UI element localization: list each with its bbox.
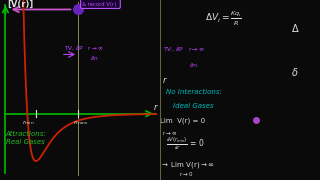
Text: r: r — [154, 103, 157, 112]
Text: TV, $\partial$P   r$\rightarrow\infty$: TV, $\partial$P r$\rightarrow\infty$ — [64, 44, 103, 52]
Text: move atom 1
toward atom2
& record V(r): move atom 1 toward atom2 & record V(r) — [82, 0, 119, 7]
Text: Attractions:
Real Gases: Attractions: Real Gases — [5, 131, 46, 145]
Text: $\frac{\partial V(r_{min})}{\partial r}$ = 0: $\frac{\partial V(r_{min})}{\partial r}$… — [166, 135, 205, 152]
Text: TV, $\partial$P   r$\rightarrow\infty$: TV, $\partial$P r$\rightarrow\infty$ — [163, 44, 205, 53]
Text: r$\rightarrow\infty$: r$\rightarrow\infty$ — [162, 129, 177, 137]
Text: Ideal Gases: Ideal Gases — [173, 103, 213, 109]
Text: $r_{trans}$: $r_{trans}$ — [73, 118, 89, 127]
Text: Lim  V(r) = 0: Lim V(r) = 0 — [160, 117, 205, 124]
Text: $r_{min}$: $r_{min}$ — [22, 118, 34, 127]
Text: r$\rightarrow$0: r$\rightarrow$0 — [179, 170, 193, 178]
Text: $\delta$: $\delta$ — [291, 66, 299, 78]
Text: r: r — [163, 76, 167, 85]
Text: $\Delta V_i = \frac{Kq_i}{R}$: $\Delta V_i = \frac{Kq_i}{R}$ — [205, 10, 242, 28]
Text: [V(r)]: [V(r)] — [7, 0, 33, 9]
Text: $\rightarrow$ Lim V(r)$\rightarrow\infty$: $\rightarrow$ Lim V(r)$\rightarrow\infty… — [160, 160, 214, 170]
Text: $\partial$n: $\partial$n — [189, 60, 197, 69]
Text: $\Delta$: $\Delta$ — [291, 22, 300, 34]
Text: $\partial$n: $\partial$n — [90, 53, 98, 62]
Text: No Interactions:: No Interactions: — [166, 89, 222, 95]
